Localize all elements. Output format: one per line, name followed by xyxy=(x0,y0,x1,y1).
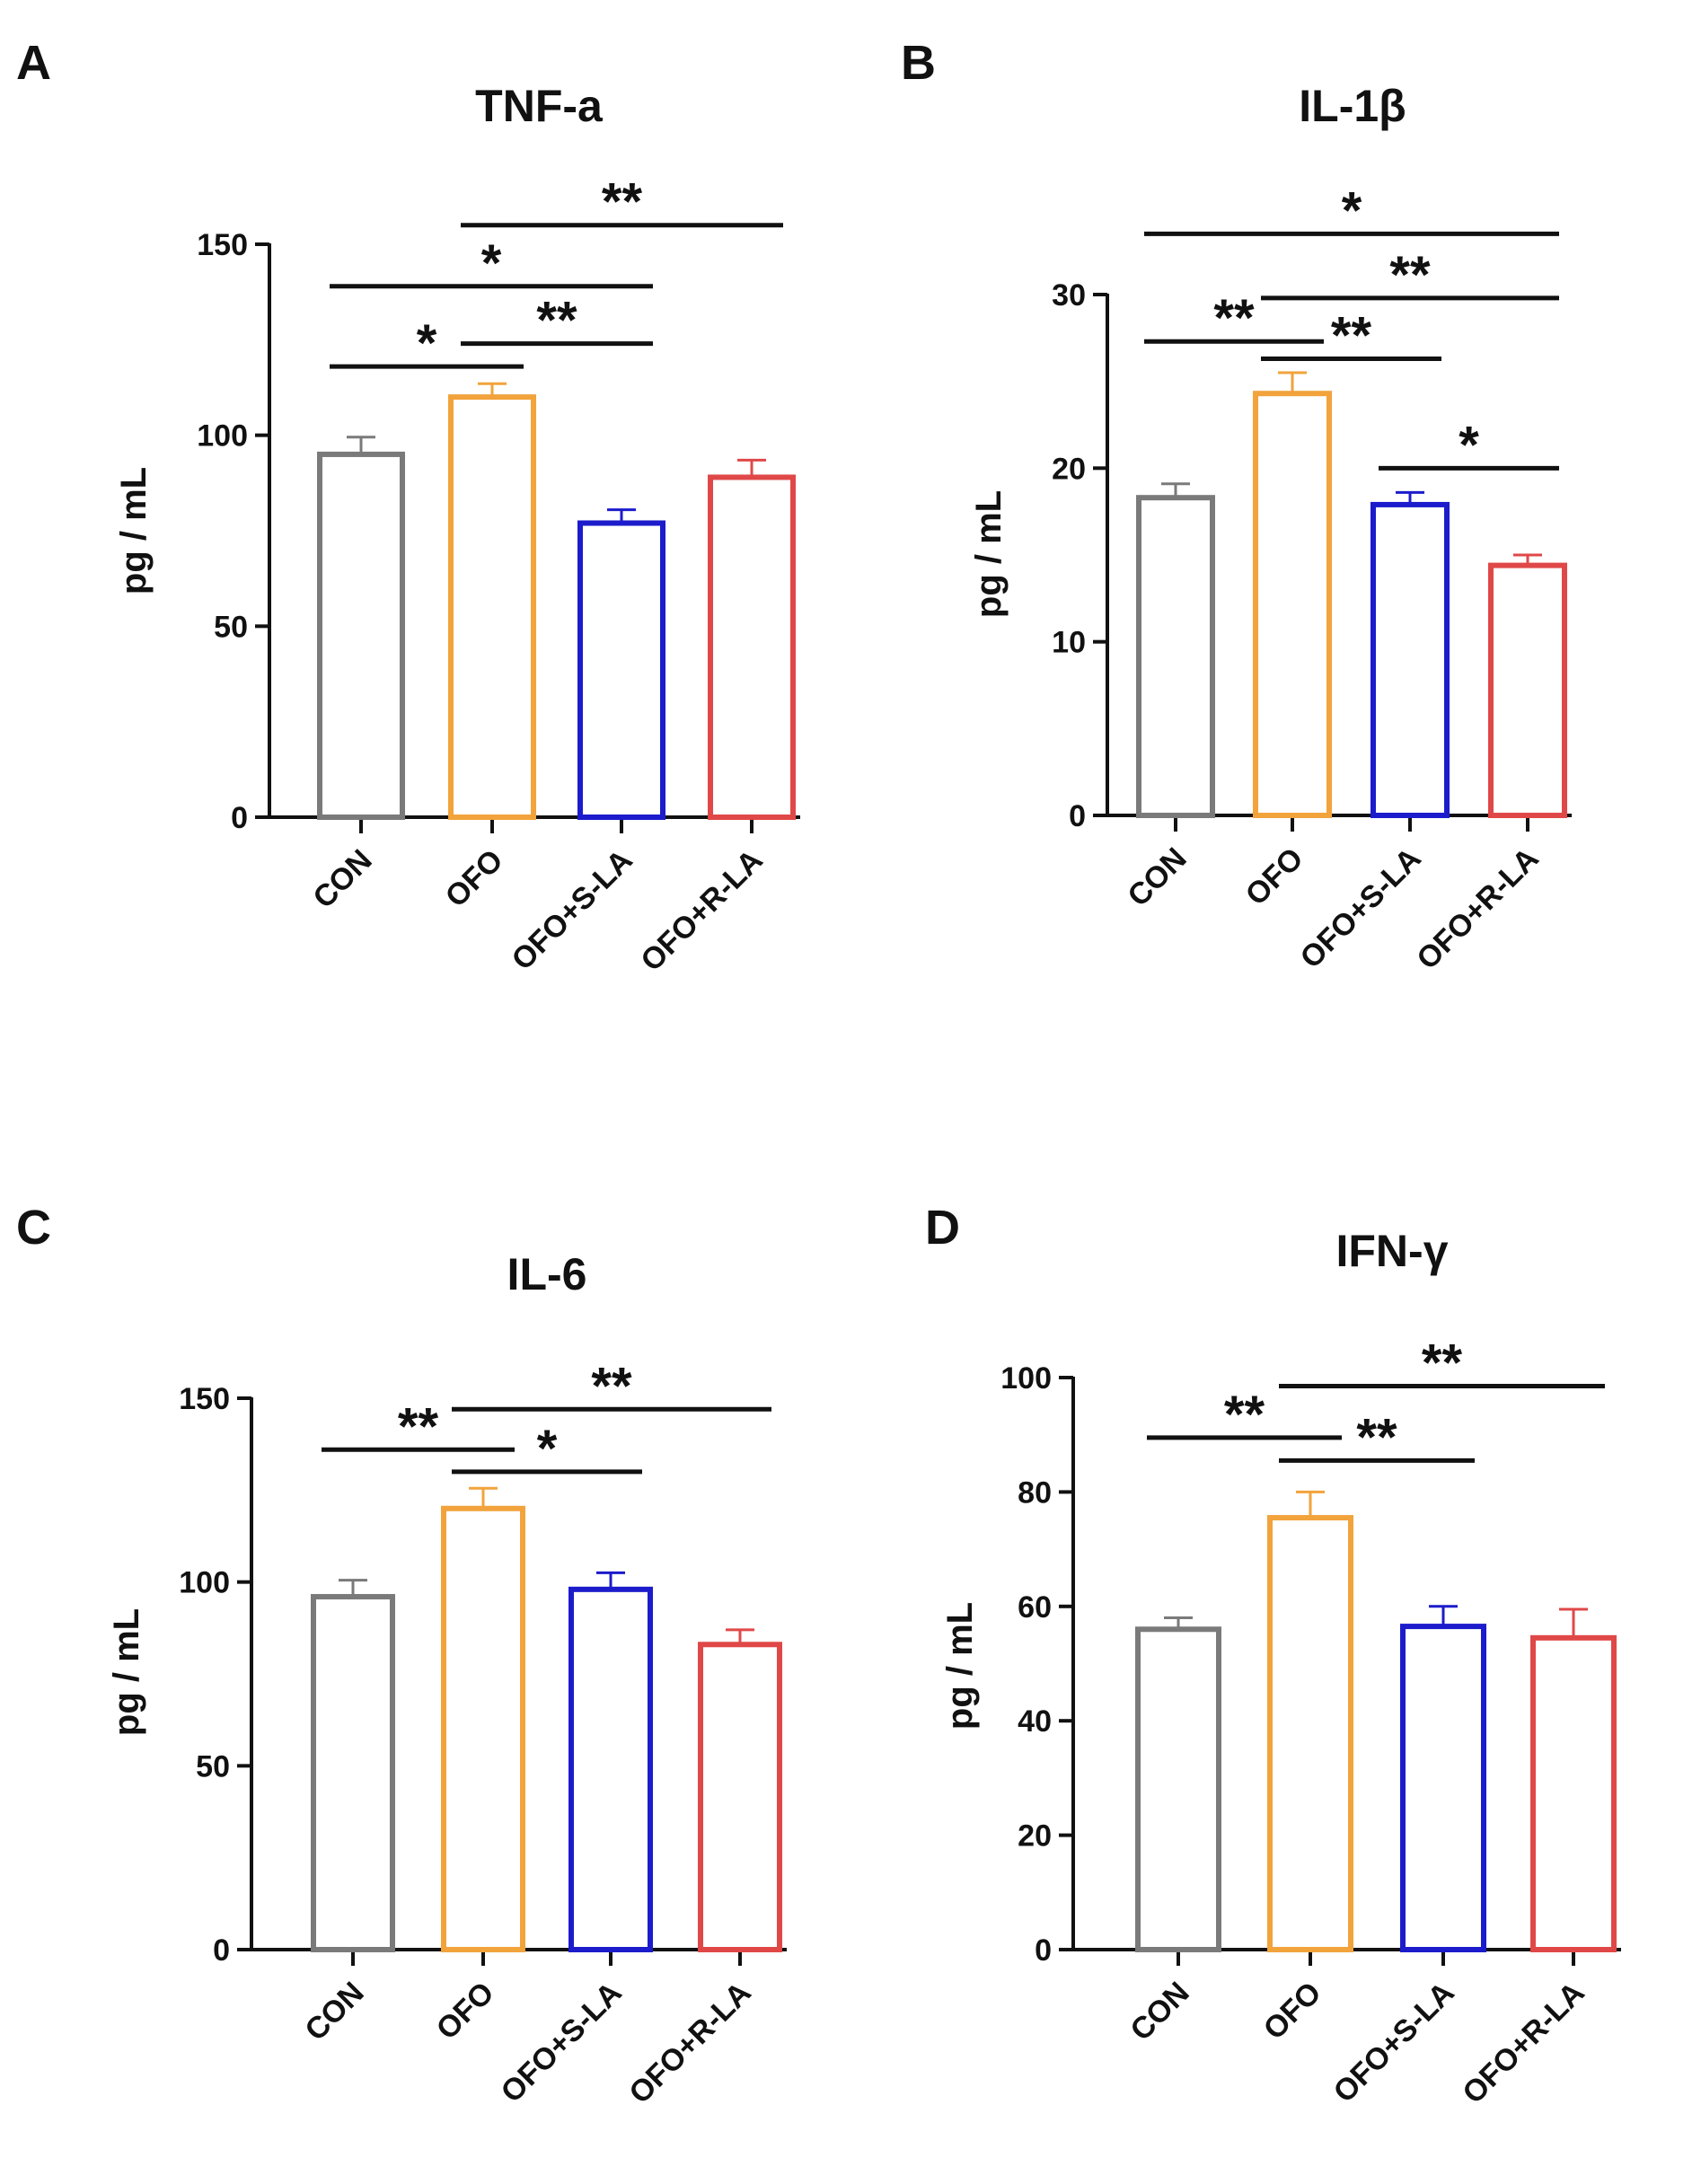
y-tick-label: 10 xyxy=(1052,626,1086,660)
x-category-label: OFO+R-LA xyxy=(1410,841,1545,976)
significance-label: * xyxy=(1342,181,1362,240)
significance-label: ** xyxy=(1389,246,1431,304)
y-tick-label: 100 xyxy=(179,1566,230,1600)
bar xyxy=(317,451,405,820)
bar xyxy=(1253,391,1332,818)
y-tick-label: 0 xyxy=(1069,799,1086,833)
panel-c-title: IL-6 xyxy=(507,1249,587,1299)
significance-label: * xyxy=(537,1420,558,1478)
significance-label: ** xyxy=(1213,289,1255,348)
y-tick-label: 150 xyxy=(179,1382,230,1416)
panel-letter-c: C xyxy=(16,1201,51,1255)
bar xyxy=(311,1594,395,1953)
y-tick-label: 150 xyxy=(197,228,248,262)
panel-letter-a: A xyxy=(16,36,51,90)
panel-b-title: IL-1β xyxy=(1299,81,1406,131)
significance-label: * xyxy=(417,314,437,373)
significance-label: ** xyxy=(1224,1386,1265,1444)
y-tick-label: 40 xyxy=(1018,1704,1052,1739)
panel-c: C IL-6 pg / mL 0 50 100 150 CON OFOOFO+S-LAOF… xyxy=(16,1201,787,2110)
x-category-label: OFO+S-LA xyxy=(495,1976,629,2109)
x-category-label: OFO xyxy=(1257,1976,1328,2047)
panel-a: A TNF-a pg / mL 0 50 100 150 CON OFOOFO+S-LAO… xyxy=(16,36,800,978)
y-tick-label: 0 xyxy=(213,1933,230,1968)
panel-a-y-label: pg / mL xyxy=(114,467,154,594)
bar xyxy=(1488,562,1567,818)
x-category-label: OFO+S-LA xyxy=(1327,1976,1461,2109)
x-category-label: OFO+R-LA xyxy=(622,1976,757,2110)
bar xyxy=(698,1642,782,1952)
y-tick-label: 30 xyxy=(1052,278,1086,313)
significance-label: ** xyxy=(591,1357,632,1415)
x-category-label: OFO xyxy=(430,1976,501,2047)
bar xyxy=(577,520,665,820)
x-category-label: OFO+S-LA xyxy=(1294,841,1428,975)
bar xyxy=(1135,1626,1221,1953)
bar xyxy=(448,394,536,820)
bar xyxy=(1267,1515,1353,1952)
x-category-label: CON xyxy=(1121,841,1193,913)
x-category-label: OFO+S-LA xyxy=(506,843,639,977)
panel-b: B IL-1β pg / mL 0 10 20 30 CON OFOOFO+S-LAOFO… xyxy=(901,36,1572,976)
bar xyxy=(1400,1624,1486,1952)
bar xyxy=(568,1586,653,1953)
significance-label: ** xyxy=(536,292,577,350)
panel-letter-b: B xyxy=(901,36,936,90)
panel-d-title: IFN-γ xyxy=(1336,1226,1449,1276)
bar xyxy=(708,474,796,820)
significance-label: ** xyxy=(1331,307,1372,365)
y-tick-label: 50 xyxy=(214,610,248,644)
y-tick-label: 80 xyxy=(1018,1475,1052,1510)
y-tick-label: 50 xyxy=(196,1749,230,1783)
bar xyxy=(1530,1634,1617,1952)
significance-label: ** xyxy=(1422,1334,1463,1393)
x-category-label: CON xyxy=(298,1976,370,2048)
significance-label: ** xyxy=(1356,1408,1397,1466)
significance-label: * xyxy=(481,234,502,293)
x-category-label: OFO+R-LA xyxy=(634,843,769,978)
panel-c-y-label: pg / mL xyxy=(107,1608,146,1736)
y-tick-label: 20 xyxy=(1018,1819,1052,1854)
panel-a-title: TNF-a xyxy=(475,81,604,131)
panel-b-y-label: pg / mL xyxy=(969,490,1009,618)
x-category-label: CON xyxy=(1124,1976,1195,2048)
significance-label: * xyxy=(1459,416,1479,474)
y-tick-label: 100 xyxy=(1000,1361,1052,1396)
x-category-label: OFO xyxy=(439,843,510,914)
y-tick-label: 100 xyxy=(197,419,248,454)
significance-label: ** xyxy=(398,1397,439,1456)
y-tick-label: 20 xyxy=(1052,452,1086,486)
y-tick-label: 60 xyxy=(1018,1590,1052,1625)
x-category-label: OFO+R-LA xyxy=(1456,1976,1591,2110)
y-tick-label: 0 xyxy=(1035,1933,1052,1968)
x-category-label: CON xyxy=(306,843,378,915)
bar xyxy=(441,1505,525,1953)
panel-d-y-label: pg / mL xyxy=(940,1602,980,1730)
y-tick-label: 0 xyxy=(231,801,248,835)
panel-d: D IFN-γ pg / mL 0 20 40 60 80 100 CON OFOOFO+S-… xyxy=(925,1201,1621,2110)
panel-letter-d: D xyxy=(925,1201,960,1255)
bar xyxy=(1136,495,1215,818)
bar xyxy=(1370,501,1450,819)
x-category-label: OFO xyxy=(1239,841,1310,912)
significance-label: ** xyxy=(602,173,643,232)
